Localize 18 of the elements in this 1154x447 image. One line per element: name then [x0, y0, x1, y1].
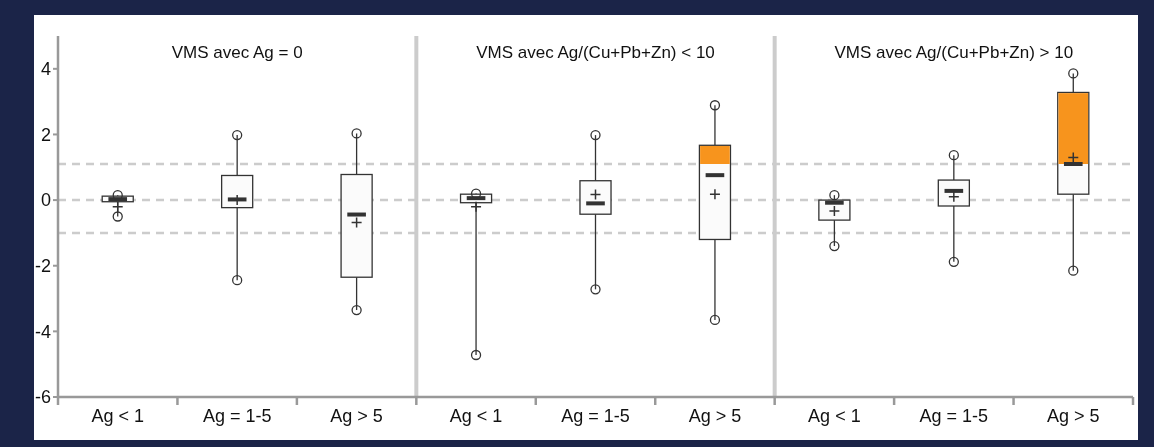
x-tick-label: Ag > 5: [1047, 405, 1100, 426]
x-tick-label: Ag > 5: [688, 405, 742, 426]
x-tick-label: Ag < 1: [808, 405, 861, 426]
x-tick-label: Ag = 1-5: [561, 405, 630, 426]
y-tick-label: -2: [34, 256, 51, 277]
x-tick-label: Ag < 1: [449, 405, 503, 426]
y-tick-label: 4: [40, 59, 51, 80]
y-tick-label: -6: [34, 387, 51, 408]
x-tick-label: Ag > 5: [330, 405, 383, 426]
x-tick-label: Ag < 1: [91, 405, 144, 426]
annotation: VMS avec Ag/(Cu+Pb+Zn) > 10: [834, 43, 1074, 62]
x-tick-label: Ag = 1-5: [919, 405, 989, 426]
x-tick-label: Ag = 1-5: [202, 405, 272, 426]
annotation: VMS avec Ag = 0: [171, 43, 303, 62]
annotation: VMS avec Ag/(Cu+Pb+Zn) < 10: [476, 43, 715, 62]
y-tick-label: -4: [34, 321, 51, 342]
y-tick-label: 0: [40, 190, 51, 211]
y-tick-label: 2: [40, 124, 51, 145]
